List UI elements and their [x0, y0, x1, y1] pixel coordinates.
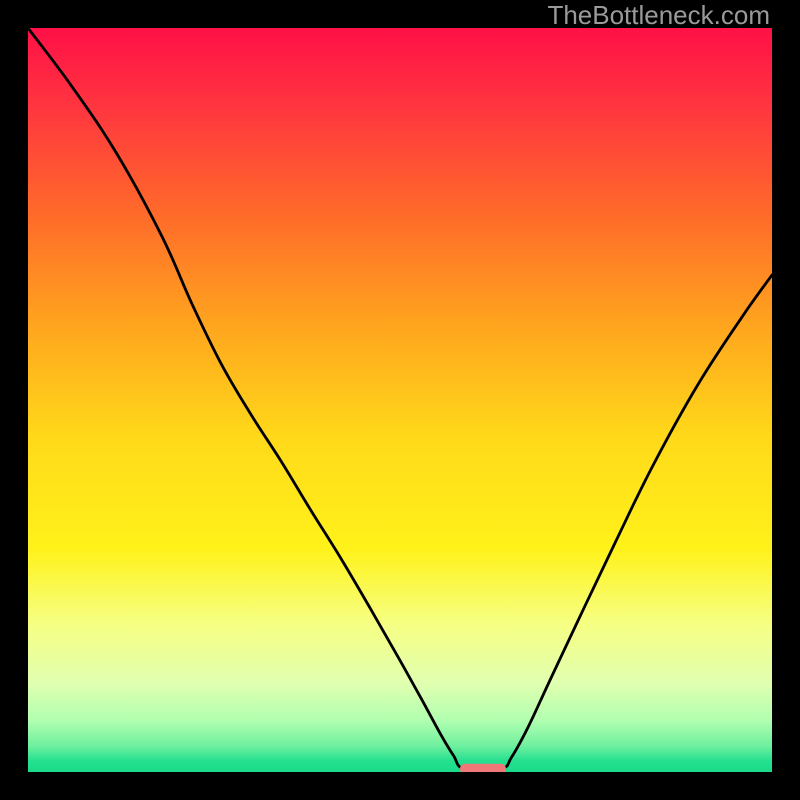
bottleneck-curve [28, 28, 772, 772]
watermark-text: TheBottleneck.com [547, 0, 770, 31]
curve-path [28, 28, 772, 770]
plot-area [28, 28, 772, 772]
chart-frame: TheBottleneck.com [0, 0, 800, 800]
optimal-marker [460, 763, 506, 772]
